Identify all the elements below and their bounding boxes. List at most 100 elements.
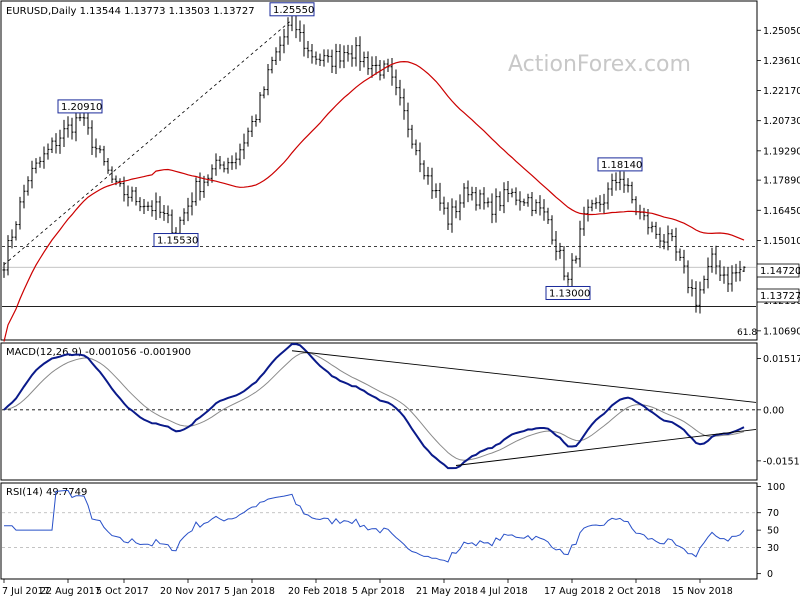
ohlc-bar (486, 197, 490, 208)
ohlc-bar (6, 235, 10, 276)
ohlc-bar (54, 133, 58, 154)
ohlc-bar (250, 115, 254, 137)
ohlc-bar (554, 230, 558, 261)
ohlc-bar (342, 45, 346, 69)
ohlc-bar (362, 51, 366, 68)
ohlc-bar (514, 187, 518, 206)
price-annotation: 1.25550 (269, 2, 315, 20)
ohlc-bar (410, 124, 414, 149)
ohlc-bar (354, 37, 358, 67)
ohlc-bar (442, 196, 446, 215)
price-panel-frame (0, 0, 758, 341)
ohlc-bar (22, 184, 26, 209)
price-panel-header: EURUSD,Daily 1.13544 1.13773 1.13503 1.1… (6, 6, 255, 17)
ohlc-bar (190, 192, 194, 216)
ohlc-bar (366, 51, 370, 75)
ohlc-bar (606, 182, 610, 210)
ohlc-bar (282, 28, 286, 54)
moving-average-line (3, 60, 745, 342)
ohlc-bar (214, 153, 218, 176)
ohlc-bar (42, 146, 46, 169)
annotation-box (597, 157, 643, 172)
ohlc-bar (302, 24, 306, 57)
ohlc-bar (682, 249, 686, 274)
annotation-label: 1.15530 (157, 236, 198, 247)
watermark: ActionForex.com (508, 52, 691, 77)
rsi-axis-label: 100 (767, 482, 785, 493)
ohlc-bar (722, 266, 726, 284)
ohlc-bar (58, 129, 62, 154)
ohlc-bar (246, 127, 250, 147)
ohlc-bar (662, 233, 666, 250)
ohlc-bar (742, 266, 746, 272)
ohlc-bar (262, 86, 266, 99)
ohlc-bar (710, 247, 714, 273)
annotation-box (545, 285, 591, 300)
ohlc-bar (358, 36, 362, 71)
ohlc-bar (258, 91, 262, 123)
ohlc-bar (378, 59, 382, 81)
ohlc-bar (126, 185, 130, 207)
annotation-label: 1.13000 (549, 288, 590, 299)
rsi-axis-label: 30 (767, 543, 779, 554)
ohlc-bar (98, 145, 102, 154)
ohlc-bar (658, 227, 662, 249)
ohlc-bar (334, 43, 338, 74)
ohlc-bar (314, 51, 318, 65)
ohlc-bar (466, 180, 470, 203)
macd-panel-frame (0, 342, 758, 481)
price-annotation: 1.13000 (545, 282, 591, 300)
annotation-box (269, 2, 315, 17)
ohlc-bar (46, 143, 50, 160)
ohlc-bar (394, 69, 398, 96)
ohlc-bar (542, 199, 546, 221)
ohlc-bar (502, 182, 506, 214)
macd-layer (2, 342, 757, 470)
ohlc-bar (598, 195, 602, 212)
ohlc-bar (390, 58, 394, 86)
ohlc-bar (162, 204, 166, 221)
ohlc-bar (562, 246, 566, 281)
rsi-panel-header: RSI(14) 49.7749 (6, 487, 87, 498)
ohlc-bar (242, 133, 246, 160)
ohlc-bar (586, 199, 590, 222)
ohlc-bar (238, 143, 242, 166)
ohlc-bar (182, 208, 186, 225)
ohlc-bar (330, 49, 334, 73)
ohlc-bar (718, 260, 722, 281)
x-axis-label: 20 Nov 2017 (160, 586, 221, 597)
ohlc-bar (690, 279, 694, 297)
ohlc-bar (402, 88, 406, 120)
ohlc-bar (310, 44, 314, 64)
ohlc-bar (434, 183, 438, 198)
ohlc-bar (430, 167, 434, 199)
ohlc-bar (66, 116, 70, 138)
price-annotation: 1.18140 (597, 157, 643, 175)
ohlc-bar (18, 196, 22, 230)
ohlc-bar (102, 145, 106, 166)
macd-line (3, 342, 745, 470)
level-label: 1.14720 (760, 266, 800, 277)
ohlc-bar (94, 138, 98, 158)
ohlc-bar (566, 272, 570, 284)
ohlc-bar (274, 47, 278, 66)
ohlc-bar (522, 198, 526, 206)
ohlc-bar (654, 221, 658, 239)
ohlc-bar (70, 117, 74, 140)
ohlc-bar (438, 182, 442, 211)
ohlc-bar (286, 17, 290, 45)
ohlc-bar (474, 187, 478, 211)
ohlc-bar (318, 53, 322, 67)
current-price-label: 1.13727 (760, 291, 800, 302)
macd-axis-label: -0.015126 (763, 456, 800, 467)
annotation-label: 1.25550 (273, 5, 314, 16)
ohlc-bar (518, 191, 522, 211)
x-axis-label: 22 Aug 2017 (40, 586, 101, 597)
ohlc-bar (298, 20, 302, 42)
ohlc-bar (726, 266, 730, 292)
ohlc-bar (570, 253, 574, 287)
fib-label: 61.8 (737, 328, 757, 338)
ohlc-bar (110, 166, 114, 183)
ohlc-bar (210, 164, 214, 183)
